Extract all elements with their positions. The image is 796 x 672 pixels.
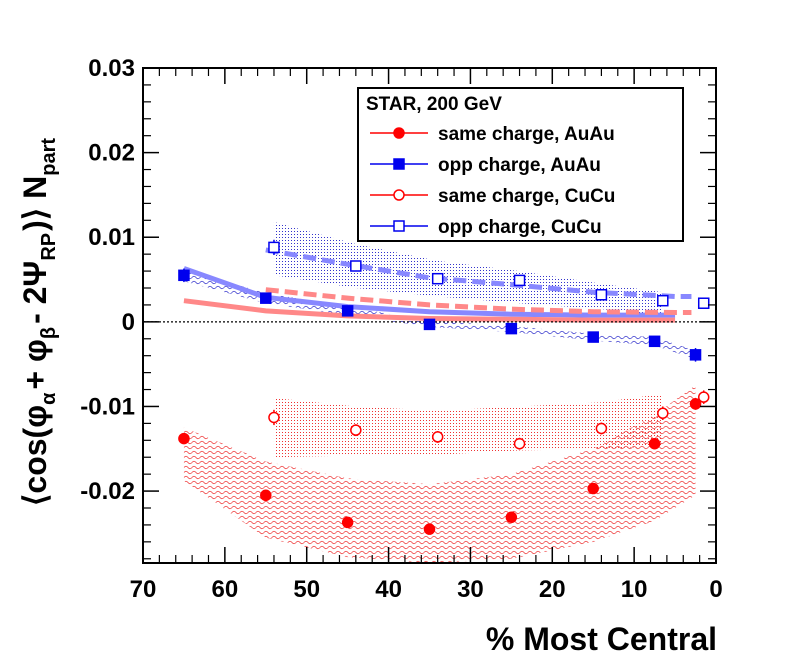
legend-label: opp charge, AuAu bbox=[438, 155, 601, 176]
band-opp-charge-auau bbox=[183, 269, 696, 360]
plot-frame bbox=[142, 67, 717, 564]
axis-tick-labels: 70 60 50 40 30 20 10 0 0.03 0.02 0.01 0 -0.01 -0.02 bbox=[80, 55, 722, 603]
x-tick-label: 60 bbox=[212, 576, 239, 603]
model-curve-same-charge-auau-model bbox=[183, 298, 676, 323]
x-tick-label: 20 bbox=[539, 576, 566, 603]
data-point bbox=[513, 274, 526, 287]
x-tick-label: 40 bbox=[375, 576, 402, 603]
legend-label: same charge, AuAu bbox=[438, 124, 615, 145]
data-point bbox=[587, 482, 599, 495]
data-point bbox=[595, 422, 608, 435]
data-point bbox=[423, 318, 436, 331]
data-point bbox=[431, 431, 444, 443]
data-point bbox=[178, 432, 190, 445]
data-point bbox=[587, 331, 599, 343]
data-point bbox=[423, 523, 436, 535]
legend-label: same charge, CuCu bbox=[438, 186, 615, 207]
data-point bbox=[657, 407, 669, 419]
data-point bbox=[341, 516, 354, 529]
data-point bbox=[697, 391, 710, 403]
legend-title: STAR, 200 GeV bbox=[366, 94, 502, 115]
model-curve-opp-charge-cucu-model bbox=[265, 247, 692, 299]
y-tick-label: -0.01 bbox=[80, 393, 135, 420]
data-point bbox=[689, 398, 702, 410]
y-title-beta: β bbox=[38, 327, 60, 339]
y-tick-label: 0 bbox=[122, 309, 135, 336]
legend-label: opp charge, CuCu bbox=[438, 217, 602, 238]
data-point bbox=[505, 322, 518, 335]
legend-marker bbox=[393, 189, 405, 201]
y-axis-title: ⟨cos(φα + φβ - 2ΨRP)⟩ Npart bbox=[17, 138, 60, 506]
x-tick-label: 70 bbox=[130, 576, 157, 603]
legend: STAR, 200 GeV same charge, AuAu opp charg… bbox=[357, 87, 684, 242]
data-point bbox=[689, 349, 702, 361]
y-title-open: ⟨cos(φ bbox=[17, 405, 53, 506]
legend-marker bbox=[393, 158, 405, 170]
data-point bbox=[260, 489, 272, 502]
data-markers bbox=[178, 239, 710, 535]
band-same-charge-cucu bbox=[273, 393, 663, 458]
y-title-rp: RP bbox=[38, 233, 60, 261]
y-title-alpha: α bbox=[38, 392, 60, 405]
y-title-minus: - 2Ψ bbox=[17, 261, 53, 324]
data-point bbox=[657, 294, 669, 307]
data-point bbox=[341, 305, 354, 317]
x-tick-label: 50 bbox=[293, 576, 320, 603]
data-point bbox=[178, 269, 190, 282]
axis-ticks bbox=[142, 67, 717, 563]
data-point bbox=[595, 289, 608, 301]
band-same-charge-auau bbox=[183, 385, 696, 563]
y-tick-label: -0.02 bbox=[80, 478, 135, 505]
band-opp-charge-cucu bbox=[273, 222, 663, 316]
data-point bbox=[260, 292, 272, 304]
systematic-bands bbox=[183, 222, 696, 563]
data-point bbox=[697, 297, 710, 309]
data-point bbox=[350, 424, 362, 436]
x-tick-label: 30 bbox=[457, 576, 484, 603]
data-point bbox=[350, 260, 362, 272]
y-tick-label: 0.01 bbox=[88, 224, 135, 251]
legend-marker bbox=[393, 127, 405, 139]
y-title-part: part bbox=[38, 138, 60, 176]
data-point bbox=[505, 511, 518, 524]
model-curve-same-charge-cucu-model bbox=[265, 287, 692, 316]
data-point bbox=[268, 411, 280, 424]
y-title-close: )⟩ N bbox=[17, 176, 53, 231]
data-point bbox=[431, 272, 444, 285]
data-point bbox=[268, 241, 280, 254]
x-tick-label: 10 bbox=[621, 576, 648, 603]
legend-marker bbox=[393, 220, 405, 232]
data-point bbox=[513, 437, 526, 450]
x-axis-title: % Most Central bbox=[486, 621, 717, 657]
data-point bbox=[648, 335, 661, 348]
data-point bbox=[648, 437, 661, 450]
y-tick-label: 0.02 bbox=[88, 140, 135, 167]
y-title-plus: + φ bbox=[17, 339, 53, 389]
y-tick-label: 0.03 bbox=[88, 55, 135, 82]
x-tick-label: 0 bbox=[709, 576, 722, 603]
